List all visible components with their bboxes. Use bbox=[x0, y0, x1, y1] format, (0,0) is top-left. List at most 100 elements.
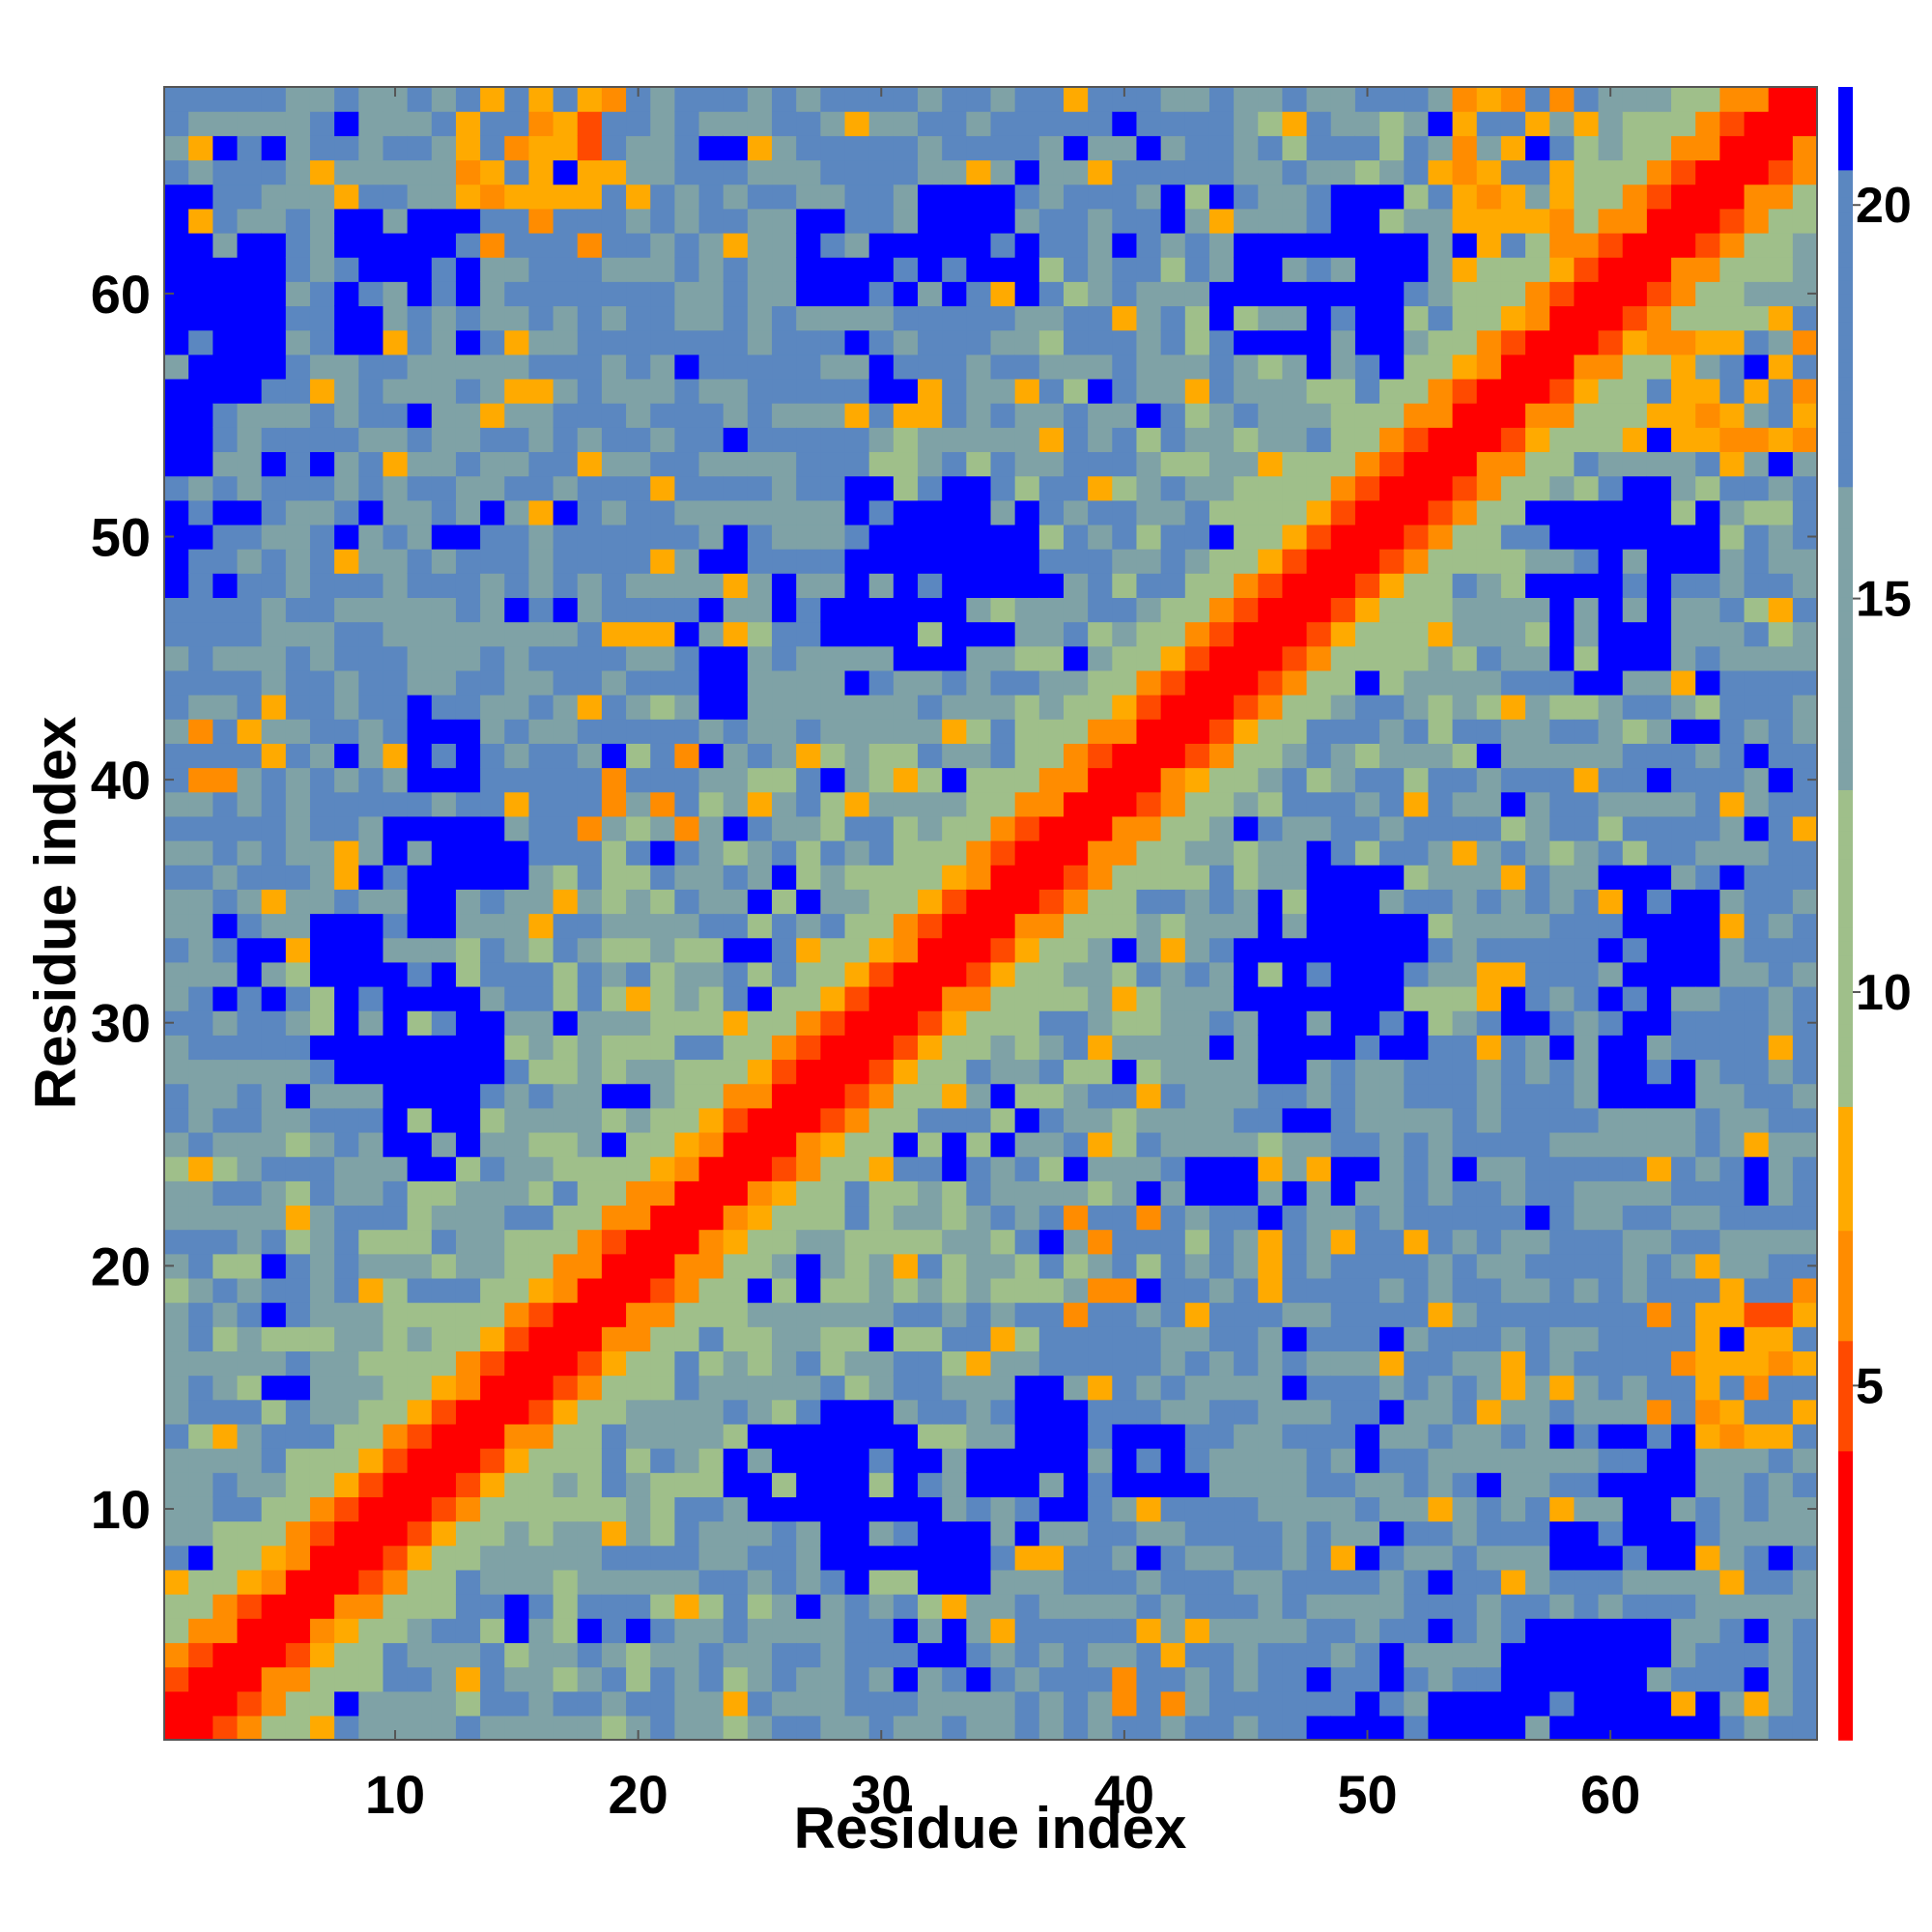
heatmap-cell bbox=[1622, 573, 1648, 598]
heatmap-cell bbox=[504, 549, 530, 574]
heatmap-cell bbox=[1063, 1107, 1089, 1133]
heatmap-cell bbox=[383, 695, 409, 720]
heatmap-cell bbox=[1306, 767, 1332, 793]
heatmap-cell bbox=[407, 1520, 433, 1547]
heatmap-cell bbox=[650, 1690, 675, 1717]
heatmap-cell bbox=[1330, 1545, 1356, 1571]
heatmap-cell bbox=[1646, 232, 1672, 258]
heatmap-cell bbox=[844, 645, 870, 671]
heatmap-cell bbox=[213, 1520, 239, 1547]
heatmap-cell bbox=[942, 573, 967, 598]
heatmap-cell bbox=[1452, 87, 1478, 112]
heatmap-cell bbox=[942, 1059, 967, 1085]
heatmap-cell bbox=[1404, 427, 1430, 453]
heatmap-cell bbox=[1136, 1448, 1162, 1473]
heatmap-cell bbox=[1622, 791, 1648, 817]
heatmap-cell bbox=[1306, 378, 1332, 404]
heatmap-cell bbox=[431, 767, 457, 793]
heatmap-cell bbox=[650, 208, 675, 234]
heatmap-cell bbox=[1428, 1277, 1454, 1303]
heatmap-cell bbox=[1136, 1277, 1162, 1303]
heatmap-cell bbox=[747, 985, 773, 1011]
heatmap-cell bbox=[334, 403, 359, 428]
heatmap-cell bbox=[1428, 549, 1454, 574]
heatmap-cell bbox=[1258, 791, 1284, 817]
heatmap-cell bbox=[990, 549, 1016, 574]
heatmap-cell bbox=[1063, 87, 1089, 112]
heatmap-cell bbox=[893, 889, 919, 915]
heatmap-cell bbox=[1744, 159, 1770, 185]
heatmap-cell bbox=[1258, 1350, 1284, 1377]
heatmap-cell bbox=[1574, 840, 1600, 866]
heatmap-cell bbox=[966, 621, 992, 647]
heatmap-cell bbox=[1234, 475, 1259, 501]
heatmap-cell bbox=[407, 1715, 433, 1741]
heatmap-cell bbox=[1598, 1180, 1624, 1207]
heatmap-cell bbox=[747, 1472, 773, 1497]
heatmap-cell bbox=[747, 1618, 773, 1643]
heatmap-cell bbox=[1574, 549, 1600, 574]
heatmap-cell bbox=[1452, 1350, 1478, 1377]
heatmap-cell bbox=[480, 257, 505, 282]
heatmap-cell bbox=[1768, 208, 1794, 234]
heatmap-cell bbox=[1476, 791, 1502, 817]
heatmap-cell bbox=[1258, 1569, 1284, 1595]
heatmap-cell bbox=[577, 1496, 603, 1522]
heatmap-cell bbox=[1354, 354, 1380, 380]
heatmap-cell bbox=[1404, 1690, 1430, 1717]
heatmap-cell bbox=[1622, 475, 1648, 501]
heatmap-cell bbox=[601, 1035, 627, 1061]
heatmap-cell bbox=[1476, 232, 1502, 258]
heatmap-cell bbox=[334, 1205, 359, 1231]
heatmap-cell bbox=[1695, 865, 1720, 890]
heatmap-cell bbox=[698, 1156, 724, 1181]
heatmap-cell bbox=[1354, 1690, 1380, 1717]
heatmap-cell bbox=[723, 524, 749, 550]
heatmap-cell bbox=[1549, 1448, 1575, 1473]
heatmap-cell bbox=[1306, 354, 1332, 380]
heatmap-cell bbox=[1428, 597, 1454, 623]
heatmap-cell bbox=[1428, 1545, 1454, 1571]
heatmap-cell bbox=[1208, 378, 1235, 404]
heatmap-cell bbox=[1038, 767, 1065, 793]
heatmap-cell bbox=[772, 913, 797, 939]
heatmap-cell bbox=[1500, 743, 1526, 769]
heatmap-cell bbox=[1354, 1107, 1380, 1133]
heatmap-cell bbox=[601, 354, 627, 380]
heatmap-cell bbox=[309, 1253, 335, 1279]
heatmap-cell bbox=[1088, 1375, 1113, 1401]
heatmap-cell bbox=[1282, 1229, 1308, 1255]
heatmap-cell bbox=[1063, 1035, 1089, 1061]
heatmap-cell bbox=[1088, 961, 1113, 987]
heatmap-cell bbox=[1622, 1277, 1648, 1303]
heatmap-cell bbox=[1404, 451, 1430, 477]
heatmap-cell bbox=[1622, 1666, 1648, 1692]
heatmap-cell bbox=[1646, 1399, 1672, 1425]
heatmap-cell bbox=[1014, 1253, 1040, 1279]
heatmap-cell bbox=[1354, 1545, 1380, 1571]
heatmap-cell bbox=[796, 961, 821, 987]
heatmap-cell bbox=[334, 378, 359, 404]
heatmap-cell bbox=[1525, 669, 1550, 696]
heatmap-cell bbox=[1404, 791, 1430, 817]
heatmap-cell bbox=[990, 475, 1016, 501]
heatmap-cell bbox=[626, 257, 651, 282]
heatmap-cell bbox=[674, 111, 700, 136]
heatmap-cell bbox=[455, 1229, 481, 1255]
heatmap-cell bbox=[1500, 524, 1526, 550]
heatmap-cell bbox=[309, 87, 335, 112]
heatmap-cell bbox=[796, 1399, 821, 1425]
heatmap-cell bbox=[1768, 1569, 1794, 1595]
heatmap-cell bbox=[1063, 1496, 1089, 1522]
heatmap-cell bbox=[261, 1472, 287, 1497]
heatmap-cell bbox=[1598, 889, 1624, 915]
heatmap-cell bbox=[772, 985, 797, 1011]
heatmap-cell bbox=[1184, 1496, 1210, 1522]
heatmap-cell bbox=[577, 1059, 603, 1085]
heatmap-cell bbox=[844, 1059, 870, 1085]
heatmap-cell bbox=[553, 354, 579, 380]
heatmap-cell bbox=[407, 1131, 433, 1157]
heatmap-cell bbox=[747, 232, 773, 258]
heatmap-cell bbox=[844, 961, 870, 987]
heatmap-cell bbox=[820, 1715, 846, 1741]
